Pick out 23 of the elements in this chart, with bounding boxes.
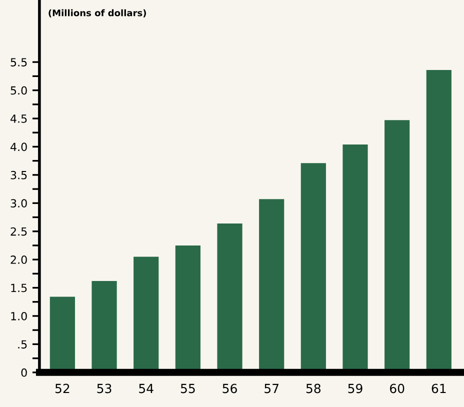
x-tick-label: 58: [306, 384, 321, 394]
y-tick-label: 3.5: [10, 170, 27, 180]
y-tick-label: 1.5: [11, 284, 27, 292]
x-tick-label: 60: [390, 384, 404, 394]
x-tick-label: 53: [97, 384, 112, 394]
x-tick-label: 55: [180, 384, 195, 394]
x-tick-label: 61: [432, 384, 446, 394]
x-tick-label: 52: [55, 384, 70, 394]
x-tick-label: 57: [264, 384, 278, 394]
y-tick-label: 2.0: [10, 256, 27, 264]
y-tick-label: 5.0: [10, 86, 27, 95]
y-tick-label: 4.5: [10, 114, 27, 123]
y-tick-label: 2.5: [10, 227, 27, 236]
y-tick-label: 4.0: [10, 142, 27, 152]
y-tick-label: 1.0: [11, 312, 27, 320]
x-tick-label: 59: [348, 384, 362, 394]
y-tick-label: 0: [21, 368, 27, 377]
x-tick-label: 56: [222, 384, 237, 394]
y-axis-title: (Millions of dollars): [48, 9, 146, 18]
y-tick-label: .5: [18, 340, 27, 349]
y-tick-label: 3.0: [10, 199, 27, 208]
x-tick-label: 54: [139, 384, 154, 394]
y-tick-label: 5.5: [10, 58, 27, 66]
